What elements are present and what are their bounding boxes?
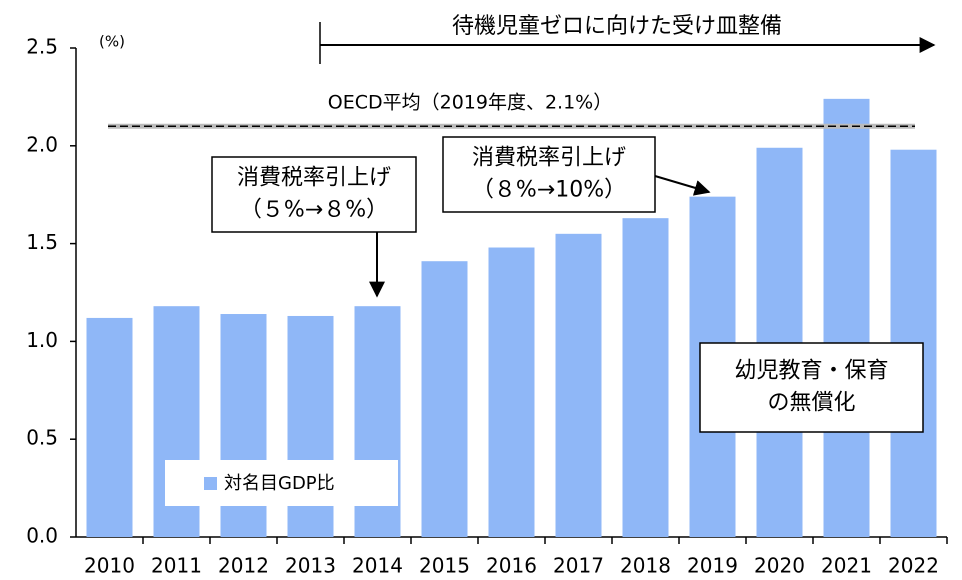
x-tick-label: 2017 (553, 554, 604, 578)
x-tick-label: 2016 (486, 554, 537, 578)
y-unit: (%) (99, 33, 125, 51)
annotation-box (442, 136, 656, 213)
x-tick-label: 2021 (821, 554, 872, 578)
bar (622, 218, 669, 537)
x-tick-label: 2010 (84, 554, 135, 578)
y-tick-label: 2.5 (26, 35, 58, 59)
annotation: （８%→10%） (472, 178, 626, 203)
y-tick-label: 2.0 (26, 132, 58, 156)
x-tick-label: 2018 (620, 554, 671, 578)
y-tick-label: 1.5 (26, 230, 58, 254)
x-tick-label: 2011 (151, 554, 202, 578)
annotation-box (211, 156, 417, 233)
y-tick-label: 0.5 (26, 426, 58, 450)
annotation: （５%→８%） (240, 198, 388, 223)
bar (555, 233, 602, 537)
annotation-box (699, 342, 924, 433)
x-tick-label: 2022 (888, 554, 939, 578)
legend-label: 対名目GDP比 (224, 473, 335, 494)
y-tick-label: 1.0 (26, 328, 58, 352)
annotation: の無償化 (767, 391, 855, 416)
legend-swatch (204, 477, 217, 490)
legend-box (165, 460, 398, 506)
bar (488, 247, 535, 537)
reference-label: OECD平均（2019年度、2.1%） (328, 92, 612, 114)
bar (421, 261, 468, 537)
x-tick-label: 2012 (218, 554, 269, 578)
bar (823, 98, 870, 537)
x-tick-label: 2020 (754, 554, 805, 578)
x-tick-label: 2014 (352, 554, 403, 578)
bar (86, 317, 133, 537)
annotation: 待機児童ゼロに向けた受け皿整備 (452, 14, 782, 39)
annotation: 幼児教育・保育 (734, 359, 888, 384)
y-tick-label: 0.0 (26, 524, 58, 548)
x-tick-label: 2013 (285, 554, 336, 578)
x-tick-label: 2015 (419, 554, 470, 578)
x-tick-label: 2019 (687, 554, 738, 578)
annotation: 消費税率引上げ (472, 146, 626, 171)
annotation-arrow (654, 175, 711, 196)
annotation: 消費税率引上げ (237, 166, 391, 191)
